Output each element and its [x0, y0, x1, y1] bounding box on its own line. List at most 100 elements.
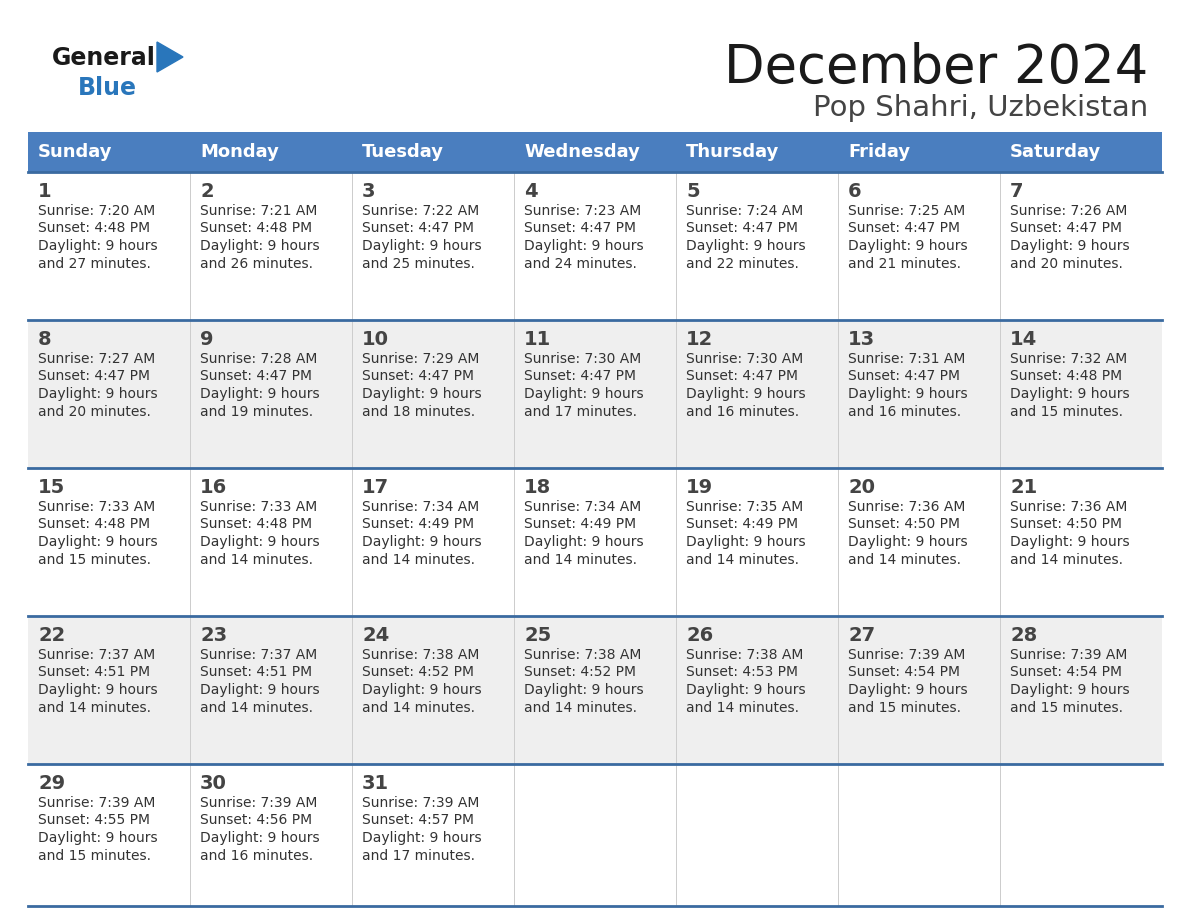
Text: 11: 11 — [524, 330, 551, 349]
Text: and 16 minutes.: and 16 minutes. — [685, 405, 800, 419]
Text: and 17 minutes.: and 17 minutes. — [524, 405, 637, 419]
Text: 16: 16 — [200, 478, 227, 497]
Text: and 14 minutes.: and 14 minutes. — [685, 700, 800, 714]
Text: 28: 28 — [1010, 626, 1037, 645]
Text: Daylight: 9 hours: Daylight: 9 hours — [524, 239, 644, 253]
Text: Sunrise: 7:27 AM: Sunrise: 7:27 AM — [38, 352, 156, 366]
Text: Sunset: 4:49 PM: Sunset: 4:49 PM — [524, 518, 636, 532]
Text: and 14 minutes.: and 14 minutes. — [362, 553, 475, 566]
Text: Sunset: 4:55 PM: Sunset: 4:55 PM — [38, 813, 150, 827]
Text: Sunset: 4:47 PM: Sunset: 4:47 PM — [685, 221, 798, 236]
Text: Sunrise: 7:36 AM: Sunrise: 7:36 AM — [848, 500, 966, 514]
Text: Sunrise: 7:30 AM: Sunrise: 7:30 AM — [524, 352, 642, 366]
Text: Sunrise: 7:39 AM: Sunrise: 7:39 AM — [38, 796, 156, 810]
Text: Sunset: 4:47 PM: Sunset: 4:47 PM — [1010, 221, 1121, 236]
Text: Sunset: 4:52 PM: Sunset: 4:52 PM — [524, 666, 636, 679]
Text: Daylight: 9 hours: Daylight: 9 hours — [848, 387, 967, 401]
Text: Sunset: 4:50 PM: Sunset: 4:50 PM — [1010, 518, 1121, 532]
Text: Daylight: 9 hours: Daylight: 9 hours — [524, 387, 644, 401]
Text: Sunrise: 7:32 AM: Sunrise: 7:32 AM — [1010, 352, 1127, 366]
Text: 5: 5 — [685, 182, 700, 201]
Text: and 20 minutes.: and 20 minutes. — [1010, 256, 1123, 271]
Text: Sunrise: 7:25 AM: Sunrise: 7:25 AM — [848, 204, 965, 218]
Text: 2: 2 — [200, 182, 214, 201]
Text: Sunset: 4:47 PM: Sunset: 4:47 PM — [685, 370, 798, 384]
Text: Sunrise: 7:34 AM: Sunrise: 7:34 AM — [362, 500, 479, 514]
Text: General: General — [52, 46, 156, 70]
Text: and 15 minutes.: and 15 minutes. — [848, 700, 961, 714]
Text: Sunset: 4:47 PM: Sunset: 4:47 PM — [524, 221, 636, 236]
Text: Sunrise: 7:24 AM: Sunrise: 7:24 AM — [685, 204, 803, 218]
Text: and 14 minutes.: and 14 minutes. — [362, 700, 475, 714]
Text: 24: 24 — [362, 626, 390, 645]
Text: Sunrise: 7:38 AM: Sunrise: 7:38 AM — [524, 648, 642, 662]
Text: Sunrise: 7:29 AM: Sunrise: 7:29 AM — [362, 352, 480, 366]
Text: Daylight: 9 hours: Daylight: 9 hours — [362, 683, 481, 697]
Text: and 16 minutes.: and 16 minutes. — [200, 848, 314, 863]
Text: 15: 15 — [38, 478, 65, 497]
Text: Daylight: 9 hours: Daylight: 9 hours — [200, 387, 320, 401]
Text: Daylight: 9 hours: Daylight: 9 hours — [38, 387, 158, 401]
Text: and 14 minutes.: and 14 minutes. — [848, 553, 961, 566]
Text: Saturday: Saturday — [1010, 143, 1101, 161]
Text: Daylight: 9 hours: Daylight: 9 hours — [848, 683, 967, 697]
Text: 9: 9 — [200, 330, 214, 349]
Text: Sunset: 4:48 PM: Sunset: 4:48 PM — [200, 221, 312, 236]
Text: 19: 19 — [685, 478, 713, 497]
Text: Sunrise: 7:39 AM: Sunrise: 7:39 AM — [200, 796, 317, 810]
Text: Sunrise: 7:39 AM: Sunrise: 7:39 AM — [1010, 648, 1127, 662]
Text: Sunset: 4:49 PM: Sunset: 4:49 PM — [685, 518, 798, 532]
Text: Daylight: 9 hours: Daylight: 9 hours — [38, 535, 158, 549]
Text: 13: 13 — [848, 330, 876, 349]
Text: Sunrise: 7:30 AM: Sunrise: 7:30 AM — [685, 352, 803, 366]
Text: Wednesday: Wednesday — [524, 143, 640, 161]
Text: Daylight: 9 hours: Daylight: 9 hours — [38, 831, 158, 845]
Text: and 15 minutes.: and 15 minutes. — [38, 553, 151, 566]
Text: and 16 minutes.: and 16 minutes. — [848, 405, 961, 419]
Text: Sunrise: 7:23 AM: Sunrise: 7:23 AM — [524, 204, 642, 218]
Text: Daylight: 9 hours: Daylight: 9 hours — [685, 535, 805, 549]
Text: Pop Shahri, Uzbekistan: Pop Shahri, Uzbekistan — [813, 94, 1148, 122]
Text: Sunrise: 7:37 AM: Sunrise: 7:37 AM — [200, 648, 317, 662]
Text: Sunset: 4:47 PM: Sunset: 4:47 PM — [362, 370, 474, 384]
Text: Sunset: 4:53 PM: Sunset: 4:53 PM — [685, 666, 798, 679]
Text: 10: 10 — [362, 330, 388, 349]
Text: Sunrise: 7:39 AM: Sunrise: 7:39 AM — [848, 648, 966, 662]
Text: 8: 8 — [38, 330, 51, 349]
Text: Sunset: 4:57 PM: Sunset: 4:57 PM — [362, 813, 474, 827]
Text: Sunset: 4:48 PM: Sunset: 4:48 PM — [200, 518, 312, 532]
Text: and 14 minutes.: and 14 minutes. — [38, 700, 151, 714]
Bar — [29, 616, 1162, 764]
Text: Sunset: 4:47 PM: Sunset: 4:47 PM — [362, 221, 474, 236]
Text: 1: 1 — [38, 182, 51, 201]
Text: Daylight: 9 hours: Daylight: 9 hours — [362, 387, 481, 401]
Text: Sunrise: 7:38 AM: Sunrise: 7:38 AM — [362, 648, 480, 662]
Text: Daylight: 9 hours: Daylight: 9 hours — [524, 683, 644, 697]
Text: Daylight: 9 hours: Daylight: 9 hours — [1010, 535, 1130, 549]
Bar — [29, 764, 1162, 906]
Text: 27: 27 — [848, 626, 876, 645]
Text: Sunset: 4:47 PM: Sunset: 4:47 PM — [848, 221, 960, 236]
Text: 21: 21 — [1010, 478, 1037, 497]
Text: Sunrise: 7:28 AM: Sunrise: 7:28 AM — [200, 352, 317, 366]
Text: Daylight: 9 hours: Daylight: 9 hours — [1010, 239, 1130, 253]
Text: and 19 minutes.: and 19 minutes. — [200, 405, 314, 419]
Text: 12: 12 — [685, 330, 713, 349]
Text: and 14 minutes.: and 14 minutes. — [685, 553, 800, 566]
Text: and 14 minutes.: and 14 minutes. — [200, 553, 312, 566]
Text: 23: 23 — [200, 626, 227, 645]
Text: Daylight: 9 hours: Daylight: 9 hours — [38, 683, 158, 697]
Text: 6: 6 — [848, 182, 861, 201]
Text: Sunrise: 7:26 AM: Sunrise: 7:26 AM — [1010, 204, 1127, 218]
Text: Sunrise: 7:21 AM: Sunrise: 7:21 AM — [200, 204, 317, 218]
Text: Sunrise: 7:33 AM: Sunrise: 7:33 AM — [38, 500, 156, 514]
Text: and 26 minutes.: and 26 minutes. — [200, 256, 312, 271]
Text: Daylight: 9 hours: Daylight: 9 hours — [200, 831, 320, 845]
Text: 18: 18 — [524, 478, 551, 497]
Text: 26: 26 — [685, 626, 713, 645]
Text: Sunrise: 7:33 AM: Sunrise: 7:33 AM — [200, 500, 317, 514]
Text: Daylight: 9 hours: Daylight: 9 hours — [848, 239, 967, 253]
Text: and 14 minutes.: and 14 minutes. — [524, 553, 637, 566]
Text: 20: 20 — [848, 478, 876, 497]
Text: 30: 30 — [200, 774, 227, 793]
